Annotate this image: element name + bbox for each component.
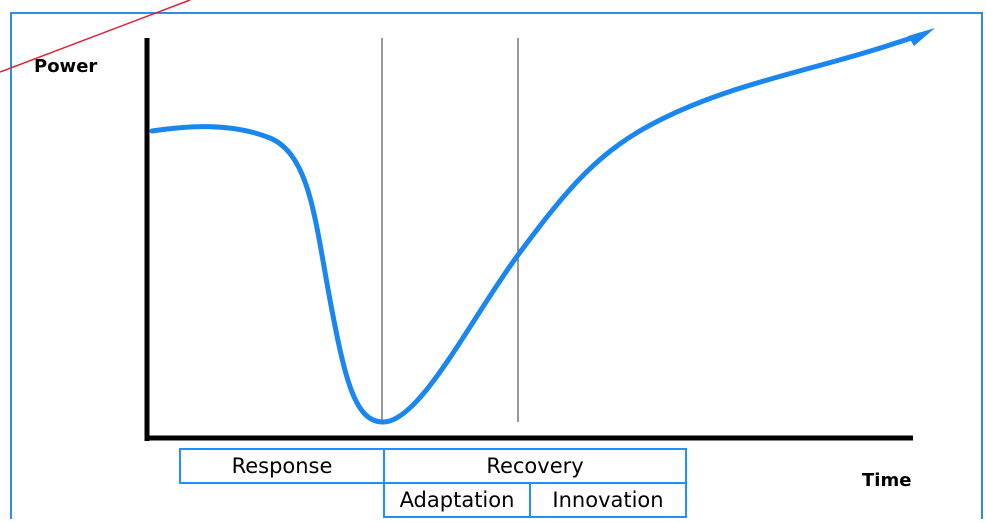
- x-axis-label: Time: [862, 470, 911, 491]
- phase-label: Recovery: [486, 454, 583, 478]
- innovation-box: [529, 482, 687, 518]
- phase-label: Innovation: [552, 488, 663, 512]
- curve: [149, 32, 923, 425]
- phase-label: Response: [232, 454, 333, 478]
- phase-label: Adaptation: [400, 488, 515, 512]
- frame: [10, 12, 983, 523]
- y-axis-label: Power: [34, 56, 97, 77]
- red-line: [0, 0, 191, 73]
- arrowhead: [908, 28, 935, 46]
